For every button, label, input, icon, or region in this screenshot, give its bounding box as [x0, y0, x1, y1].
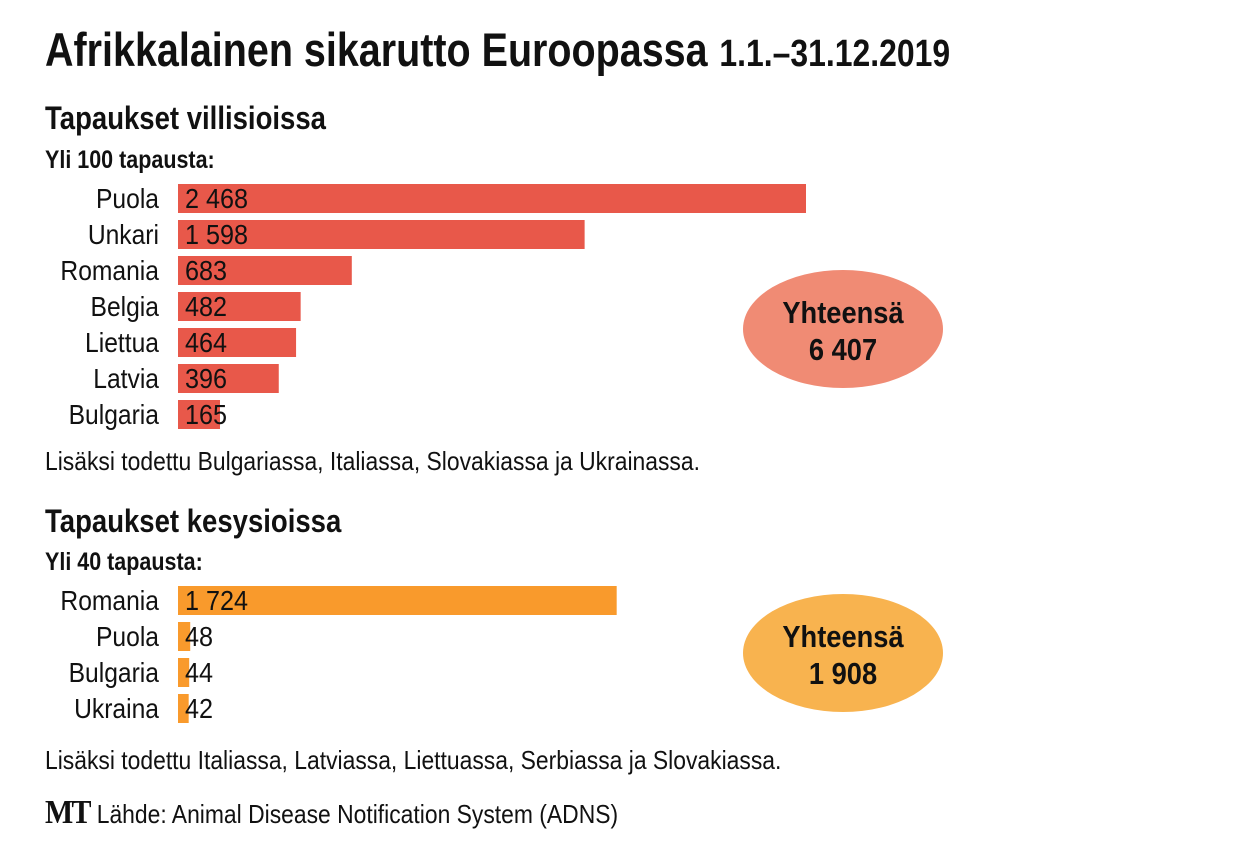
wild-category-label: Latvia	[93, 363, 159, 395]
source-text: Lähde: Animal Disease Notification Syste…	[96, 799, 619, 829]
wild-category-label: Romania	[60, 255, 159, 287]
title-text: Afrikkalainen sikarutto Euroopassa	[45, 23, 708, 76]
domestic-bar	[178, 586, 617, 615]
domestic-bar	[178, 622, 191, 651]
wild-bar	[178, 292, 301, 321]
domestic-category-label: Puola	[96, 621, 159, 653]
wild-value-label: 165	[185, 399, 227, 431]
mt-logo: MT	[45, 794, 91, 831]
wild-bar	[178, 364, 279, 393]
wild-bar	[178, 328, 297, 357]
wild-total-label: Yhteensä	[782, 296, 904, 330]
domestic-bar	[178, 694, 189, 723]
wild-bar	[178, 184, 806, 213]
wild-category-label: Puola	[96, 183, 159, 215]
domestic-category-label: Romania	[60, 585, 159, 617]
domestic-category-label: Bulgaria	[69, 657, 160, 689]
wild-bar	[178, 400, 220, 429]
domestic-section-title: Tapaukset kesysioissa	[45, 503, 342, 539]
wild-category-label: Unkari	[88, 219, 159, 251]
domestic-total-label: Yhteensä	[782, 620, 904, 654]
domestic-value-label: 42	[185, 693, 213, 725]
wild-section-subtitle: Yli 100 tapausta:	[45, 146, 215, 174]
wild-total-value: 6 407	[809, 333, 877, 367]
domestic-category-label: Ukraina	[74, 693, 159, 725]
wild-value-label: 482	[185, 291, 227, 323]
domestic-value-label: 44	[185, 657, 213, 689]
wild-category-label: Bulgaria	[69, 399, 160, 431]
period-text: 1.1.–31.12.2019	[719, 33, 951, 75]
domestic-value-label: 1 724	[185, 585, 248, 617]
wild-total-bubble	[743, 270, 943, 388]
wild-section-title: Tapaukset villisioissa	[45, 100, 326, 136]
wild-value-label: 2 468	[185, 183, 248, 215]
wild-category-label: Liettua	[85, 327, 159, 359]
domestic-bar	[178, 658, 190, 687]
wild-value-label: 1 598	[185, 219, 248, 251]
domestic-total-bubble	[743, 594, 943, 712]
chart-title: Afrikkalainen sikarutto Euroopassa 1.1.–3…	[45, 22, 1123, 77]
domestic-section-subtitle: Yli 40 tapausta:	[45, 548, 203, 576]
wild-category-label: Belgia	[91, 291, 160, 323]
domestic-value-label: 48	[185, 621, 213, 653]
wild-bar	[178, 256, 352, 285]
domestic-note: Lisäksi todettu Italiassa, Latviassa, Li…	[45, 745, 782, 775]
wild-value-label: 396	[185, 363, 227, 395]
wild-bar	[178, 220, 585, 249]
wild-value-label: 464	[185, 327, 227, 359]
source-line: MT Lähde: Animal Disease Notification Sys…	[45, 794, 696, 832]
domestic-total-value: 1 908	[809, 657, 877, 691]
wild-note: Lisäksi todettu Bulgariassa, Italiassa, …	[45, 446, 700, 476]
wild-value-label: 683	[185, 255, 227, 287]
